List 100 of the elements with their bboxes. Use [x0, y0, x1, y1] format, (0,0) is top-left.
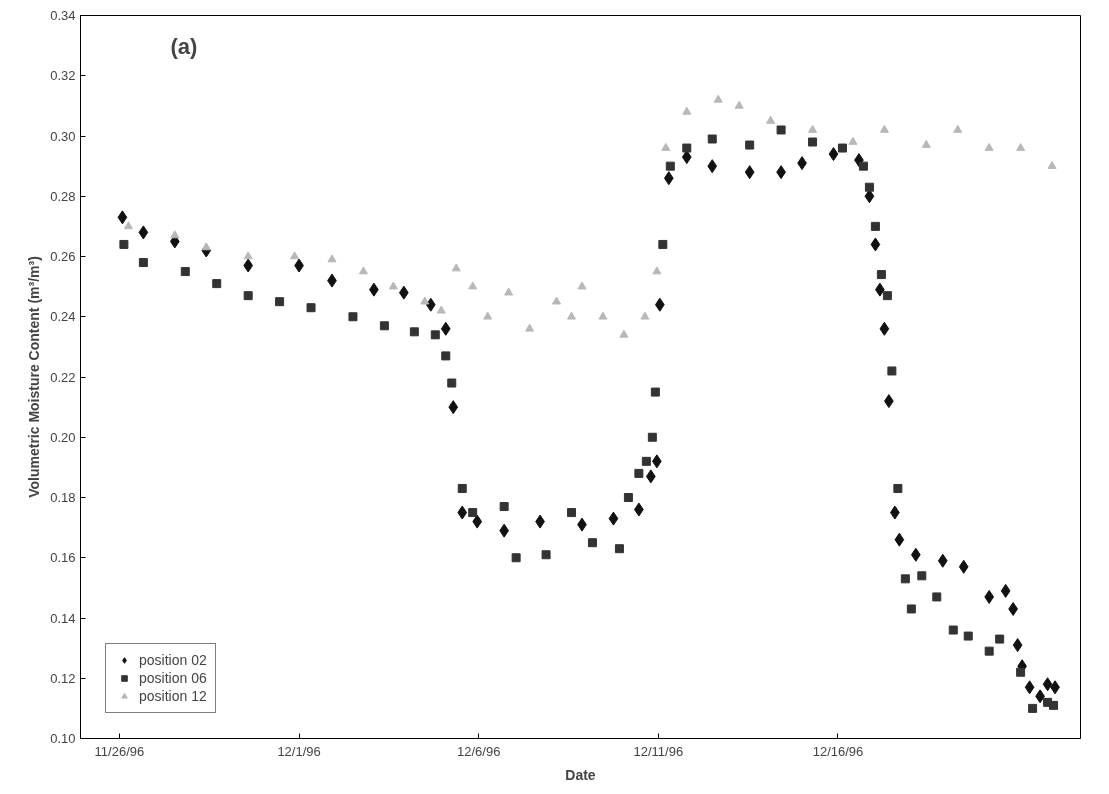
- point: [707, 159, 718, 174]
- point: [681, 150, 692, 165]
- point: [837, 143, 847, 153]
- annotation: (a): [170, 33, 198, 59]
- point: [984, 646, 994, 656]
- point: [650, 387, 660, 397]
- point: [552, 296, 562, 305]
- y-tick-label: 0.18: [50, 490, 76, 505]
- point: [734, 100, 744, 109]
- point: [441, 351, 451, 361]
- point: [870, 237, 881, 252]
- point: [984, 142, 994, 151]
- point: [409, 327, 419, 337]
- point: [598, 311, 608, 320]
- point: [1016, 667, 1026, 677]
- y-tick-label: 0.26: [50, 249, 76, 264]
- point: [658, 239, 668, 249]
- legend-label: position 06: [139, 670, 207, 686]
- point: [776, 125, 786, 135]
- point: [900, 574, 910, 584]
- point: [608, 511, 619, 526]
- x-axis-title: Date: [565, 766, 596, 783]
- x-tick-label: 12/1/96: [277, 743, 321, 759]
- point: [472, 514, 483, 529]
- point: [948, 625, 958, 635]
- point: [894, 532, 905, 547]
- point: [123, 221, 133, 230]
- point: [652, 266, 662, 275]
- legend-label: position 12: [139, 688, 207, 704]
- point: [713, 94, 723, 103]
- point: [290, 251, 300, 260]
- y-tick-label: 0.14: [50, 610, 76, 626]
- point: [887, 366, 897, 376]
- point: [958, 559, 969, 574]
- point: [138, 225, 149, 240]
- point: [468, 281, 478, 290]
- point: [180, 267, 190, 277]
- point: [499, 502, 509, 512]
- point: [663, 171, 674, 186]
- point: [1012, 638, 1023, 653]
- point: [808, 124, 818, 133]
- y-tick-label: 0.32: [50, 68, 76, 84]
- point: [858, 161, 868, 171]
- point: [306, 303, 316, 313]
- point: [766, 115, 776, 124]
- point: [541, 550, 551, 560]
- point: [430, 330, 440, 340]
- point: [744, 165, 755, 180]
- point: [119, 239, 129, 249]
- y-tick-label: 0.20: [50, 429, 76, 445]
- point: [138, 258, 148, 268]
- y-axis-title: Volumetric Moisture Content (m³/m³): [26, 256, 43, 498]
- point: [623, 493, 633, 502]
- point: [468, 508, 478, 518]
- legend-label: position 02: [139, 652, 207, 668]
- point: [893, 483, 903, 493]
- point: [682, 106, 692, 115]
- y-tick-label: 0.12: [50, 670, 76, 686]
- point: [984, 589, 995, 604]
- point: [451, 263, 461, 272]
- point: [864, 182, 874, 192]
- point: [864, 189, 875, 204]
- point: [640, 311, 650, 320]
- point: [619, 329, 629, 338]
- y-tick-label: 0.10: [50, 731, 76, 746]
- point: [707, 134, 717, 144]
- point: [358, 266, 368, 275]
- point: [953, 124, 963, 133]
- point: [1028, 703, 1038, 713]
- point: [457, 483, 467, 493]
- point: [848, 136, 858, 145]
- y-tick-label: 0.30: [50, 128, 76, 144]
- y-tick-label: 0.34: [50, 8, 76, 23]
- point: [388, 281, 398, 290]
- y-tick-label: 0.22: [50, 369, 76, 385]
- point: [212, 279, 222, 289]
- point: [483, 311, 493, 320]
- point: [1047, 161, 1057, 169]
- point: [201, 242, 211, 251]
- point: [661, 142, 671, 151]
- point: [879, 321, 890, 336]
- y-tick-label: 0.24: [50, 309, 76, 325]
- point: [665, 161, 675, 171]
- point: [1049, 700, 1059, 710]
- point: [876, 270, 886, 280]
- point: [327, 254, 337, 263]
- point: [275, 297, 285, 307]
- point: [745, 140, 755, 150]
- x-tick-label: 12/16/96: [812, 743, 864, 759]
- point: [348, 312, 358, 322]
- point: [641, 456, 651, 466]
- point: [457, 505, 468, 520]
- point: [963, 631, 973, 641]
- point: [647, 432, 657, 442]
- x-tick-label: 12/11/96: [633, 743, 684, 759]
- point: [420, 296, 430, 305]
- y-tick-label: 0.28: [50, 188, 76, 204]
- point: [504, 287, 514, 296]
- point: [440, 321, 451, 336]
- point: [1016, 142, 1026, 151]
